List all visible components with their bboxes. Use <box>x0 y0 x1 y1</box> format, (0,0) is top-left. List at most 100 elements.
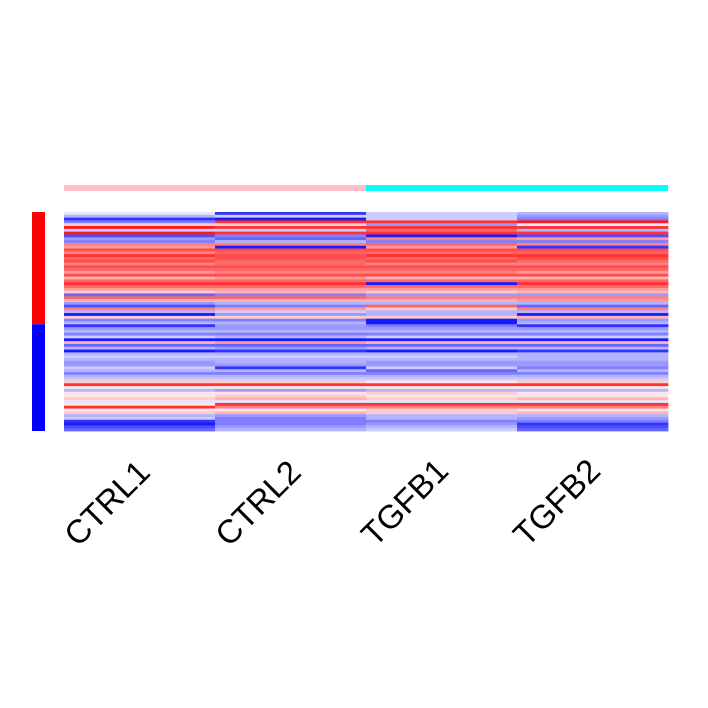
heatmap-cell <box>215 394 367 398</box>
heatmap-cell <box>366 321 518 325</box>
heatmap-cell <box>64 397 216 401</box>
column-group-bar <box>64 185 366 191</box>
heatmap-cell <box>64 374 216 379</box>
heatmap-cell <box>64 296 216 300</box>
heatmap-cell <box>517 419 669 423</box>
heatmap-cell <box>215 335 367 339</box>
heatmap-cell <box>215 270 367 275</box>
heatmap-cell <box>215 386 367 390</box>
heatmap-cell <box>517 358 669 362</box>
heatmap-cell <box>366 374 518 379</box>
heatmap-cell <box>366 416 518 421</box>
heatmap-cell <box>64 254 216 258</box>
heatmap-cell <box>215 212 367 216</box>
heatmap-cell <box>215 282 367 286</box>
heatmap-cell <box>215 374 367 379</box>
heatmap-cell <box>517 400 669 404</box>
heatmap-cell <box>64 279 216 283</box>
heatmap-cell <box>366 358 518 362</box>
heatmap-cell <box>215 405 367 409</box>
heatmap-cell <box>517 408 669 412</box>
heatmap-cell <box>366 268 518 272</box>
heatmap-cell <box>366 377 518 381</box>
heatmap-cell <box>366 380 518 384</box>
heatmap-cell <box>517 290 669 294</box>
heatmap-cell <box>64 242 216 247</box>
heatmap-cell <box>64 346 216 350</box>
heatmap-cell <box>366 212 518 216</box>
column-annotation-bar <box>64 185 668 191</box>
heatmap-cell <box>215 366 367 370</box>
heatmap-cell <box>366 276 518 280</box>
heatmap-cell <box>517 315 669 320</box>
heatmap-cell <box>215 265 367 269</box>
heatmap-cell <box>64 231 216 235</box>
heatmap-cell <box>215 299 367 303</box>
heatmap-cell <box>517 327 669 331</box>
heatmap-cell <box>64 287 216 292</box>
heatmap-cell <box>517 310 669 314</box>
heatmap-cell <box>517 352 669 356</box>
heatmap-cell <box>64 383 216 387</box>
heatmap-cell <box>517 251 669 255</box>
heatmap-cell <box>366 287 518 292</box>
heatmap-cell <box>215 416 367 421</box>
heatmap-cell <box>64 324 216 328</box>
column-label-tgfb1: TGFB1 <box>354 452 455 553</box>
heatmap-cell <box>64 408 216 412</box>
heatmap-cell <box>517 386 669 390</box>
heatmap-cell <box>517 355 669 359</box>
heatmap-cell <box>215 220 367 224</box>
heatmap-cell <box>215 411 367 415</box>
heatmap-cell <box>517 293 669 297</box>
column-labels: CTRL1 CTRL2 TGFB1 TGFB2 <box>57 452 607 553</box>
heatmap-cell <box>517 414 669 418</box>
heatmap-cell <box>215 414 367 418</box>
heatmap-cell <box>517 299 669 303</box>
heatmap-cell <box>64 256 216 261</box>
heatmap-cell <box>215 329 367 334</box>
heatmap-cell <box>64 276 216 280</box>
heatmap-cell <box>517 363 669 367</box>
heatmap-cell <box>215 268 367 272</box>
heatmap-cell <box>517 248 669 252</box>
heatmap-cell <box>215 279 367 283</box>
heatmap-cell <box>366 270 518 275</box>
heatmap-cell <box>64 318 216 322</box>
heatmap-cell <box>215 259 367 263</box>
heatmap-cell <box>215 343 367 348</box>
heatmap-cell <box>366 240 518 244</box>
heatmap-cell <box>517 332 669 336</box>
heatmap-cell <box>517 212 669 216</box>
heatmap-cell <box>215 223 367 227</box>
heatmap-cell <box>517 265 669 269</box>
heatmap-cell <box>366 265 518 269</box>
heatmap-cell <box>517 388 669 393</box>
heatmap-cell <box>517 338 669 342</box>
row-group-bar <box>32 324 45 431</box>
heatmap-cell <box>64 394 216 398</box>
heatmap-cell <box>517 329 669 334</box>
heatmap-cell <box>517 425 669 429</box>
heatmap-cell <box>215 397 367 401</box>
heatmap-cell <box>366 402 518 407</box>
heatmap-cell <box>64 313 216 317</box>
heatmap-cell <box>64 262 216 266</box>
heatmap-cell <box>215 402 367 407</box>
heatmap-cell <box>215 346 367 350</box>
heatmap-cell <box>517 377 669 381</box>
heatmap-cell <box>215 217 367 221</box>
heatmap-cell <box>366 296 518 300</box>
heatmap-cell <box>64 332 216 336</box>
heatmap-cell <box>366 352 518 356</box>
heatmap-cell <box>64 341 216 345</box>
heatmap-cell <box>64 293 216 297</box>
heatmap-cell <box>517 411 669 415</box>
heatmap-cell <box>64 217 216 221</box>
heatmap-cell <box>64 327 216 331</box>
heatmap-cell <box>366 400 518 404</box>
heatmap-cell <box>215 318 367 322</box>
heatmap-cell <box>64 282 216 286</box>
heatmap-cells <box>64 212 669 432</box>
heatmap-cell <box>366 217 518 221</box>
